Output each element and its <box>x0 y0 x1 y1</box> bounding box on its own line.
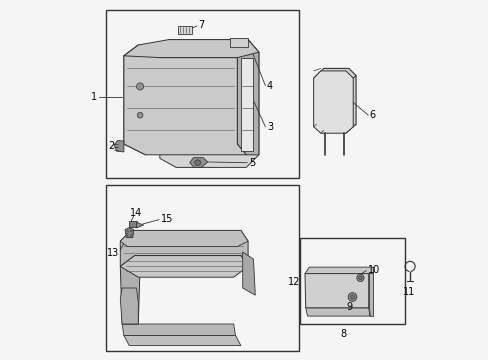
Polygon shape <box>123 336 241 346</box>
Polygon shape <box>114 140 123 152</box>
Polygon shape <box>305 308 369 316</box>
Text: 12: 12 <box>287 276 300 287</box>
Bar <box>106 10 298 178</box>
Polygon shape <box>120 288 138 324</box>
Bar <box>300 238 404 324</box>
Circle shape <box>349 295 354 299</box>
Polygon shape <box>123 45 160 155</box>
Circle shape <box>356 274 363 282</box>
Circle shape <box>358 276 362 280</box>
Text: 15: 15 <box>161 213 173 224</box>
Bar <box>106 185 298 351</box>
Polygon shape <box>156 40 258 167</box>
Text: 4: 4 <box>266 81 272 91</box>
Polygon shape <box>230 38 247 47</box>
Circle shape <box>194 160 200 166</box>
Polygon shape <box>122 324 235 336</box>
Polygon shape <box>237 40 258 155</box>
Polygon shape <box>189 158 207 167</box>
Polygon shape <box>120 230 247 247</box>
Polygon shape <box>368 267 373 316</box>
Text: 2: 2 <box>108 141 115 151</box>
Polygon shape <box>120 256 140 324</box>
Text: 14: 14 <box>129 208 142 218</box>
Polygon shape <box>120 230 247 266</box>
Text: 13: 13 <box>107 248 119 258</box>
Text: 7: 7 <box>198 20 204 30</box>
Polygon shape <box>241 58 253 151</box>
Circle shape <box>137 112 142 118</box>
Polygon shape <box>136 222 143 228</box>
Text: 3: 3 <box>266 122 272 132</box>
Text: 8: 8 <box>340 329 346 339</box>
Circle shape <box>347 293 356 301</box>
Polygon shape <box>123 45 246 155</box>
Text: 11: 11 <box>402 287 414 297</box>
Polygon shape <box>123 40 258 58</box>
Polygon shape <box>242 252 255 295</box>
Polygon shape <box>305 274 368 308</box>
Polygon shape <box>316 68 355 130</box>
Polygon shape <box>178 26 192 34</box>
Text: 10: 10 <box>367 265 379 275</box>
Circle shape <box>136 83 143 90</box>
Text: 5: 5 <box>248 158 255 168</box>
Text: 6: 6 <box>369 110 375 120</box>
Polygon shape <box>305 267 373 274</box>
Text: 9: 9 <box>346 302 352 312</box>
Text: 1: 1 <box>91 92 97 102</box>
Polygon shape <box>128 221 136 227</box>
Polygon shape <box>125 228 133 238</box>
Polygon shape <box>313 71 352 133</box>
Polygon shape <box>120 256 247 277</box>
